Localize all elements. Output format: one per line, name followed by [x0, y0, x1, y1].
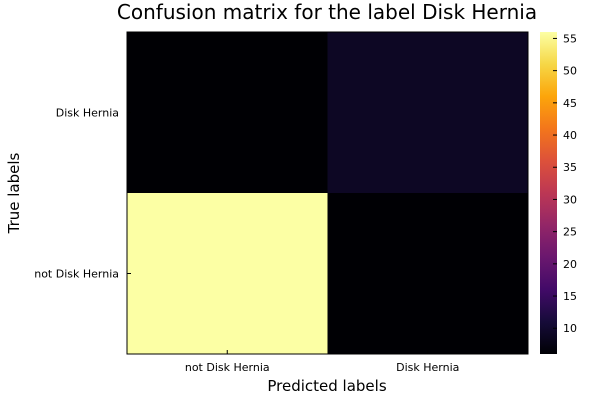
- colorbar-tick-label: 30: [563, 193, 577, 206]
- heatmap-cell: [327, 32, 528, 193]
- y-tick-label: not Disk Hernia: [34, 268, 119, 281]
- colorbar-tick-label: 55: [563, 32, 577, 45]
- chart-title: Confusion matrix for the label Disk Hern…: [117, 0, 537, 24]
- heatmap-cells: [127, 32, 528, 354]
- colorbar-tick-label: 50: [563, 65, 577, 78]
- heatmap-cell: [127, 193, 328, 354]
- colorbar-tick-label: 10: [563, 322, 577, 335]
- heatmap-cell: [127, 32, 328, 193]
- x-tick-label: not Disk Hernia: [185, 361, 270, 374]
- heatmap-cell: [327, 193, 528, 354]
- colorbar: [540, 32, 557, 354]
- colorbar-tick-label: 25: [563, 226, 577, 239]
- colorbar-tick-label: 40: [563, 129, 577, 142]
- y-axis-label: True labels: [5, 152, 23, 234]
- y-tick-label: Disk Hernia: [56, 107, 119, 120]
- colorbar-tick-label: 45: [563, 97, 577, 110]
- plot-frame: [126, 31, 529, 355]
- colorbar-tick-label: 35: [563, 161, 577, 174]
- colorbar-tick-label: 20: [563, 258, 577, 271]
- colorbar-ticks: 10 15 20 25 30 35 40 45 50 55: [553, 32, 577, 335]
- colorbar-tick-label: 15: [563, 290, 577, 303]
- x-tick-label: Disk Hernia: [396, 361, 459, 374]
- x-axis-ticks: not Disk Hernia Disk Hernia: [185, 350, 459, 374]
- y-axis-ticks: Disk Hernia not Disk Hernia: [34, 107, 131, 281]
- x-axis-label: Predicted labels: [267, 377, 386, 395]
